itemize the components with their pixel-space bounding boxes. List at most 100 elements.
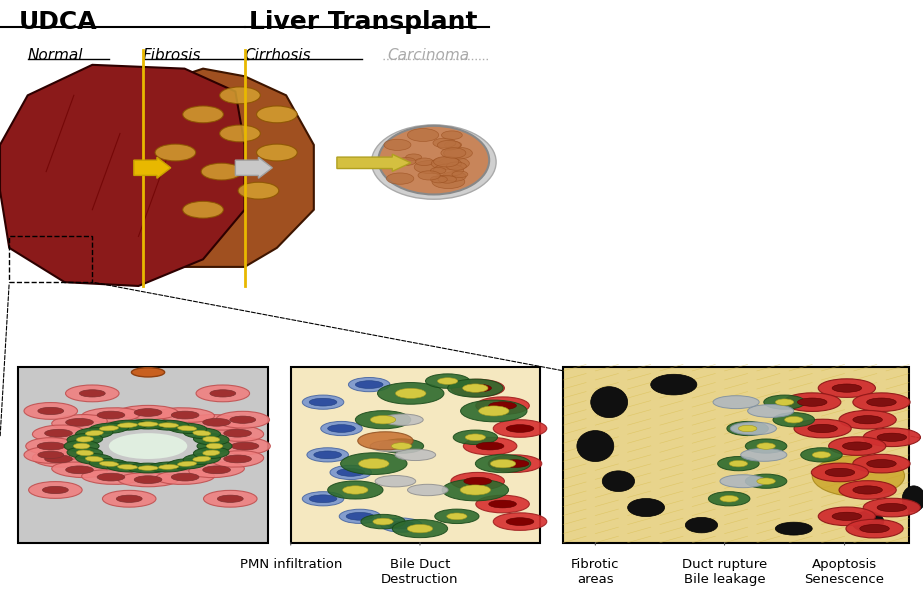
Circle shape: [438, 140, 461, 150]
Circle shape: [97, 473, 125, 481]
Circle shape: [797, 398, 827, 407]
Ellipse shape: [378, 126, 489, 194]
Ellipse shape: [453, 430, 497, 445]
Circle shape: [131, 368, 164, 377]
Circle shape: [38, 451, 64, 458]
Ellipse shape: [818, 379, 875, 397]
Circle shape: [231, 442, 258, 450]
Circle shape: [382, 414, 423, 426]
Ellipse shape: [738, 426, 757, 432]
Ellipse shape: [577, 430, 614, 462]
Circle shape: [877, 504, 906, 512]
Circle shape: [488, 500, 517, 508]
Ellipse shape: [461, 400, 527, 422]
Ellipse shape: [709, 491, 750, 506]
Ellipse shape: [379, 439, 424, 453]
Circle shape: [355, 381, 383, 389]
Circle shape: [443, 172, 466, 181]
Circle shape: [370, 440, 411, 452]
Circle shape: [375, 475, 415, 487]
Ellipse shape: [407, 525, 433, 533]
Ellipse shape: [361, 514, 405, 529]
Circle shape: [438, 157, 470, 170]
Circle shape: [172, 411, 199, 419]
FancyBboxPatch shape: [18, 367, 268, 542]
Ellipse shape: [812, 455, 905, 496]
Ellipse shape: [757, 443, 775, 450]
Ellipse shape: [85, 430, 103, 436]
Ellipse shape: [745, 439, 786, 453]
Ellipse shape: [342, 486, 368, 494]
Ellipse shape: [196, 385, 249, 402]
Ellipse shape: [358, 432, 414, 450]
Circle shape: [730, 422, 776, 435]
Ellipse shape: [100, 461, 118, 466]
FancyBboxPatch shape: [291, 367, 540, 542]
Circle shape: [446, 162, 466, 170]
Ellipse shape: [763, 395, 805, 409]
Ellipse shape: [853, 454, 910, 473]
Ellipse shape: [811, 463, 869, 482]
Ellipse shape: [349, 378, 390, 392]
Ellipse shape: [371, 125, 497, 199]
Ellipse shape: [167, 459, 207, 469]
Circle shape: [438, 175, 457, 183]
Ellipse shape: [392, 520, 448, 538]
Circle shape: [867, 398, 896, 407]
Ellipse shape: [109, 433, 187, 459]
Circle shape: [877, 433, 906, 442]
Circle shape: [441, 148, 466, 158]
Ellipse shape: [438, 378, 458, 384]
FancyArrow shape: [235, 157, 272, 178]
Ellipse shape: [380, 518, 422, 532]
Text: Duct rupture
Bile leakage: Duct rupture Bile leakage: [682, 558, 767, 586]
Ellipse shape: [726, 421, 768, 435]
Ellipse shape: [85, 456, 103, 462]
Ellipse shape: [107, 462, 148, 472]
Circle shape: [66, 466, 93, 474]
Ellipse shape: [203, 450, 220, 456]
Circle shape: [37, 442, 65, 450]
Circle shape: [740, 448, 786, 461]
Ellipse shape: [373, 518, 393, 525]
Ellipse shape: [800, 448, 842, 462]
Circle shape: [432, 175, 465, 189]
Ellipse shape: [138, 422, 158, 426]
Text: PMN infiltration: PMN infiltration: [240, 558, 342, 571]
Ellipse shape: [773, 413, 814, 427]
Circle shape: [825, 468, 855, 477]
Circle shape: [238, 182, 279, 199]
Ellipse shape: [77, 437, 93, 442]
Circle shape: [843, 442, 872, 450]
Circle shape: [134, 476, 162, 483]
Circle shape: [488, 402, 517, 410]
Ellipse shape: [76, 427, 113, 438]
Ellipse shape: [189, 462, 245, 478]
Ellipse shape: [818, 507, 875, 526]
Circle shape: [414, 161, 446, 173]
Ellipse shape: [447, 513, 467, 520]
Circle shape: [203, 466, 231, 474]
Circle shape: [444, 147, 473, 159]
Circle shape: [314, 451, 342, 459]
Circle shape: [406, 154, 422, 161]
Ellipse shape: [177, 426, 197, 431]
Ellipse shape: [29, 482, 82, 498]
Circle shape: [713, 395, 759, 408]
Ellipse shape: [183, 453, 221, 464]
Circle shape: [66, 418, 93, 426]
Text: Fibrotic
areas: Fibrotic areas: [571, 558, 619, 586]
Text: Normal: Normal: [28, 48, 83, 63]
Ellipse shape: [66, 385, 119, 402]
Ellipse shape: [328, 481, 383, 499]
Ellipse shape: [26, 438, 77, 454]
Ellipse shape: [490, 459, 516, 468]
Ellipse shape: [451, 379, 505, 397]
Circle shape: [434, 164, 463, 177]
Ellipse shape: [81, 408, 140, 423]
Ellipse shape: [902, 486, 923, 512]
Ellipse shape: [628, 499, 665, 517]
Ellipse shape: [451, 472, 505, 490]
Ellipse shape: [100, 426, 118, 431]
Ellipse shape: [775, 399, 794, 405]
